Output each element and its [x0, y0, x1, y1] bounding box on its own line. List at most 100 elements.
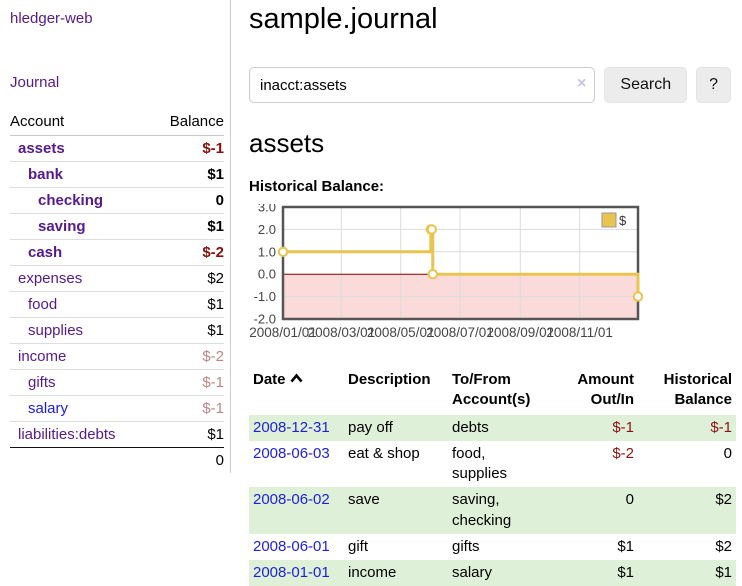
- account-balance: $-1: [151, 396, 224, 422]
- register-cell-description: gift: [344, 534, 448, 560]
- account-balance: $1: [151, 162, 224, 188]
- accounts-table-header: Account Balance: [10, 109, 224, 136]
- register-col-date[interactable]: Date: [249, 368, 344, 415]
- account-row: gifts $-1: [10, 370, 224, 396]
- chart-canvas[interactable]: $3.02.01.00.0-1.0-2.02008/01/012008/03/0…: [249, 204, 661, 350]
- legend-label: $: [619, 213, 627, 228]
- register-cell-date[interactable]: 2008-06-02: [249, 487, 344, 534]
- y-tick-label: 0.0: [258, 267, 276, 282]
- register-cell-balance: $2: [638, 534, 736, 560]
- register-cell-date[interactable]: 2008-12-31: [249, 415, 344, 441]
- register-cell-amount: $-1: [548, 415, 638, 441]
- account-link[interactable]: food: [28, 296, 57, 313]
- sidebar: hledger-web Journal Account Balance asse…: [0, 0, 231, 473]
- register-col-description: Description: [344, 368, 448, 415]
- account-link[interactable]: liabilities:debts: [18, 426, 116, 443]
- sort-ascending-icon: [290, 373, 303, 384]
- y-tick-label: -1.0: [254, 289, 276, 304]
- account-link[interactable]: expenses: [18, 270, 82, 287]
- account-row: salary $-1: [10, 396, 224, 422]
- chart-title: Historical Balance:: [249, 178, 731, 195]
- account-link[interactable]: checking: [38, 192, 103, 209]
- accounts-total-value: 0: [151, 448, 224, 474]
- account-row: assets$-1: [10, 136, 224, 162]
- register-table: Date Description To/From Account(s) Amou…: [249, 368, 736, 586]
- account-balance: $1: [151, 422, 224, 448]
- y-tick-label: 3.0: [258, 204, 276, 215]
- account-link[interactable]: cash: [28, 244, 62, 261]
- search-input[interactable]: [249, 67, 595, 103]
- transaction-date-link[interactable]: 2008-12-31: [253, 419, 330, 436]
- search-box: ×: [249, 67, 595, 103]
- account-row: bank $1: [10, 162, 224, 188]
- search-button[interactable]: Search: [604, 67, 687, 103]
- register-cell-description: income: [344, 560, 448, 586]
- register-cell-accounts: gifts: [448, 534, 548, 560]
- account-balance: $-1: [151, 370, 224, 396]
- transaction-date-link[interactable]: 2008-01-01: [253, 564, 330, 581]
- account-link[interactable]: assets: [18, 140, 65, 157]
- search-form: × Search ?: [249, 67, 731, 103]
- register-cell-amount: $-2: [548, 441, 638, 488]
- account-row: saving $1: [10, 214, 224, 240]
- transaction-date-link[interactable]: 2008-06-01: [253, 538, 330, 555]
- register-cell-description: eat & shop: [344, 441, 448, 488]
- account-link[interactable]: bank: [28, 166, 63, 183]
- account-row: checking 0: [10, 188, 224, 214]
- accounts-total-spacer: [10, 448, 151, 474]
- register-cell-date[interactable]: 2008-06-03: [249, 441, 344, 488]
- account-balance: $1: [151, 318, 224, 344]
- register-cell-accounts: debts: [448, 415, 548, 441]
- y-tick-label: 2.0: [258, 222, 276, 237]
- register-cell-accounts: salary: [448, 560, 548, 586]
- register-col-balance: Historical Balance: [638, 368, 736, 415]
- account-row: liabilities:debts $1: [10, 422, 224, 448]
- account-row: income $-2: [10, 344, 224, 370]
- account-link[interactable]: saving: [38, 218, 86, 235]
- account-row: supplies $1: [10, 318, 224, 344]
- register-cell-date[interactable]: 2008-01-01: [249, 560, 344, 586]
- transaction-date-link[interactable]: 2008-06-02: [253, 491, 330, 508]
- register-cell-balance: $-1: [638, 415, 736, 441]
- register-cell-date[interactable]: 2008-06-01: [249, 534, 344, 560]
- register-cell-accounts: saving, checking: [448, 487, 548, 534]
- account-link[interactable]: income: [18, 348, 66, 365]
- account-row: expenses$2: [10, 266, 224, 292]
- legend-swatch: [602, 213, 616, 227]
- register-cell-balance: $2: [638, 487, 736, 534]
- register-cell-amount: 0: [548, 487, 638, 534]
- x-tick-label: 2008/11/01: [546, 325, 613, 340]
- account-balance: $-2: [151, 240, 224, 266]
- register-cell-amount: $1: [548, 534, 638, 560]
- page-title: sample.journal: [249, 3, 731, 36]
- account-link[interactable]: salary: [28, 400, 68, 417]
- register-cell-description: pay off: [344, 415, 448, 441]
- account-balance: $1: [151, 214, 224, 240]
- account-link[interactable]: gifts: [28, 374, 56, 391]
- account-balance: $-2: [151, 344, 224, 370]
- accounts-col-balance: Balance: [151, 109, 224, 136]
- register-col-accounts: To/From Account(s): [448, 368, 548, 415]
- clear-search-icon[interactable]: ×: [577, 76, 586, 92]
- transaction-date-link[interactable]: 2008-06-03: [253, 445, 330, 462]
- accounts-col-account: Account: [10, 109, 151, 136]
- register-col-amount: Amount Out/In: [548, 368, 638, 415]
- sidebar-item-journal[interactable]: Journal: [10, 74, 59, 91]
- account-row: cash $-2: [10, 240, 224, 266]
- help-button[interactable]: ?: [696, 67, 731, 103]
- account-link[interactable]: supplies: [28, 322, 83, 339]
- account-balance: 0: [151, 188, 224, 214]
- app-brand-link[interactable]: hledger-web: [10, 10, 93, 27]
- register-cell-description: save: [344, 487, 448, 534]
- register-cell-balance: $1: [638, 560, 736, 586]
